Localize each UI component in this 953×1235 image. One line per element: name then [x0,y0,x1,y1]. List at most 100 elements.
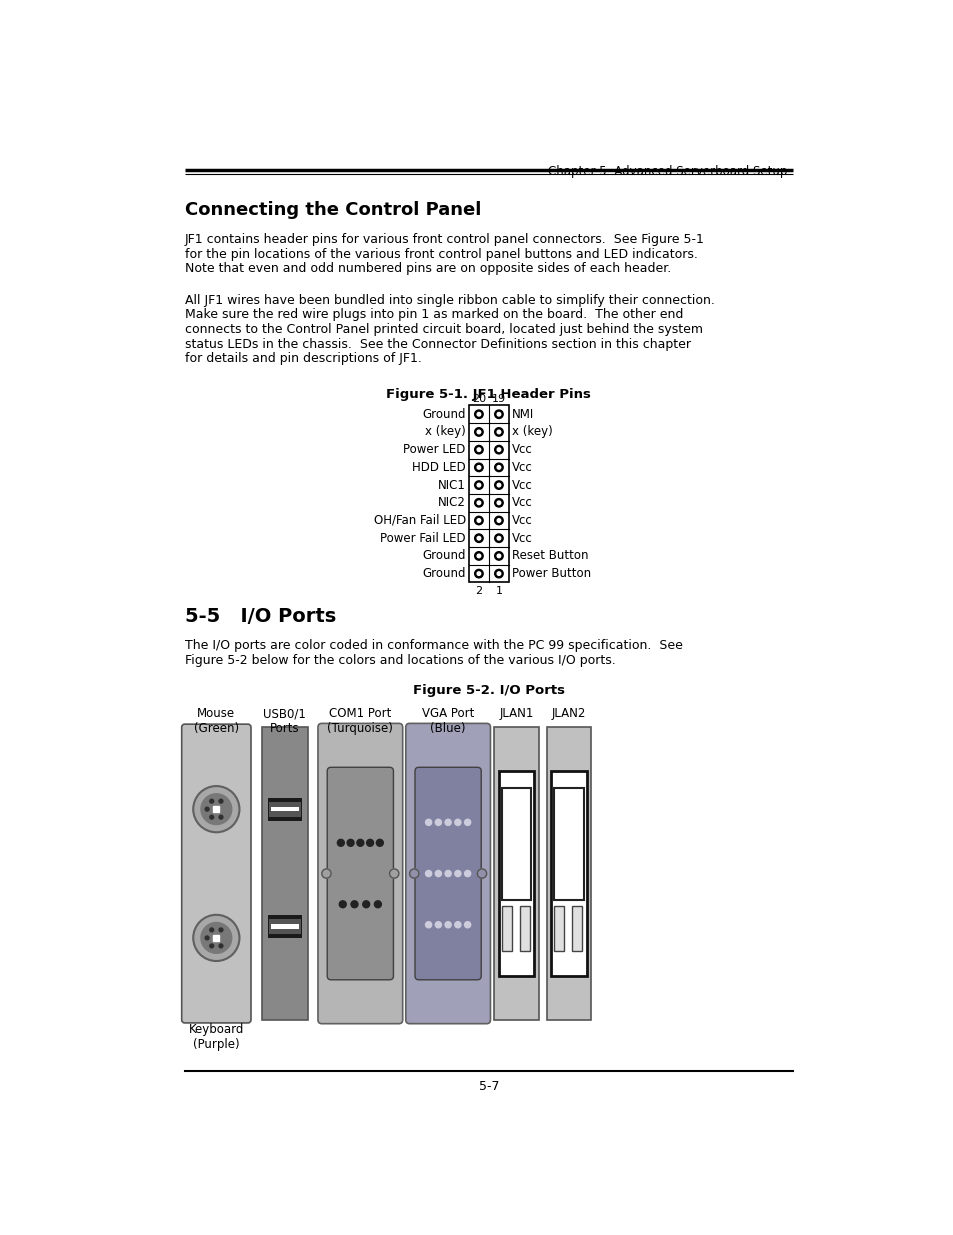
Bar [267,798,302,821]
Text: 1: 1 [495,585,502,595]
Circle shape [435,871,441,877]
Circle shape [347,840,354,846]
Circle shape [476,555,480,558]
Text: JF1 contains header pins for various front control panel connectors.  See Figure: JF1 contains header pins for various fro… [185,233,704,246]
Text: for the pin locations of the various front control panel buttons and LED indicat: for the pin locations of the various fro… [185,247,697,261]
Bar [554,788,583,900]
Circle shape [495,446,502,454]
Text: 5-5   I/O Ports: 5-5 I/O Ports [185,608,335,626]
Circle shape [495,516,502,525]
Text: Vcc: Vcc [512,496,532,509]
Circle shape [339,900,346,908]
Text: JLAN1: JLAN1 [499,708,534,720]
Text: VGA Port
(Blue): VGA Port (Blue) [421,708,474,735]
Circle shape [366,840,374,846]
Text: Ground: Ground [422,408,465,421]
Bar [261,727,308,1020]
Circle shape [476,466,480,469]
Text: Vcc: Vcc [512,514,532,527]
Text: Ground: Ground [422,567,465,580]
Circle shape [475,534,482,542]
Text: Chapter 5: Advanced Serverboard Setup: Chapter 5: Advanced Serverboard Setup [548,165,787,178]
Text: Vcc: Vcc [512,479,532,492]
Text: HDD LED: HDD LED [412,461,465,474]
Circle shape [497,572,500,576]
Circle shape [497,555,500,558]
Circle shape [362,900,369,908]
FancyBboxPatch shape [181,724,251,1023]
Circle shape [356,840,363,846]
Circle shape [193,915,239,961]
Text: COM1 Port
(Turquoise): COM1 Port (Turquoise) [327,708,393,735]
Text: 20: 20 [472,394,485,404]
Text: Figure 5-2 below for the colors and locations of the various I/O ports.: Figure 5-2 below for the colors and loca… [185,655,615,667]
Bar [271,806,299,811]
Text: Mouse
(Green): Mouse (Green) [193,708,238,735]
Text: Power Fail LED: Power Fail LED [380,532,465,545]
FancyBboxPatch shape [317,724,402,1024]
Circle shape [475,410,482,419]
Circle shape [497,536,500,540]
Circle shape [210,944,213,947]
Text: Make sure the red wire plugs into pin 1 as marked on the board.  The other end: Make sure the red wire plugs into pin 1 … [185,309,682,321]
Circle shape [337,840,344,846]
Circle shape [455,819,460,825]
Bar [267,915,302,937]
Text: for details and pin descriptions of JF1.: for details and pin descriptions of JF1. [185,352,421,366]
Circle shape [351,900,357,908]
Circle shape [409,869,418,878]
Text: OH/Fan Fail LED: OH/Fan Fail LED [374,514,465,527]
Circle shape [464,871,470,877]
Circle shape [201,923,232,953]
Text: x (key): x (key) [425,425,465,438]
Text: status LEDs in the chassis.  See the Connector Definitions section in this chapt: status LEDs in the chassis. See the Conn… [185,337,690,351]
Circle shape [497,448,500,452]
Circle shape [476,869,486,878]
Bar [554,906,564,951]
Circle shape [476,572,480,576]
Text: Power Button: Power Button [512,567,591,580]
Circle shape [475,569,482,578]
Text: The I/O ports are color coded in conformance with the PC 99 specification.  See: The I/O ports are color coded in conform… [185,640,682,652]
Circle shape [475,516,482,525]
Circle shape [455,921,460,927]
Text: Figure 5-1. JF1 Header Pins: Figure 5-1. JF1 Header Pins [386,389,591,401]
Circle shape [476,501,480,505]
Text: USB0/1
Ports: USB0/1 Ports [263,708,306,735]
Circle shape [201,794,232,825]
Text: NIC1: NIC1 [437,479,465,492]
Circle shape [476,519,480,522]
Circle shape [495,410,502,419]
Text: connects to the Control Panel printed circuit board, located just behind the sys: connects to the Control Panel printed ci… [185,324,702,336]
Circle shape [374,900,381,908]
Circle shape [495,463,502,472]
Text: Vcc: Vcc [512,461,532,474]
Circle shape [475,480,482,489]
Text: Reset Button: Reset Button [512,550,588,562]
Circle shape [444,871,451,877]
Circle shape [497,501,500,505]
Circle shape [210,815,213,819]
Bar [551,771,586,976]
Bar [269,919,300,934]
Circle shape [495,534,502,542]
Text: NIC2: NIC2 [437,496,465,509]
Text: Vcc: Vcc [512,532,532,545]
Text: Figure 5-2. I/O Ports: Figure 5-2. I/O Ports [413,684,564,697]
Circle shape [219,927,223,932]
Bar [546,727,591,1020]
Circle shape [425,871,432,877]
Circle shape [219,944,223,947]
Text: Power LED: Power LED [403,443,465,456]
Circle shape [476,483,480,487]
Text: Vcc: Vcc [512,443,532,456]
Circle shape [205,936,209,940]
Circle shape [205,808,209,811]
Circle shape [497,430,500,433]
Circle shape [497,412,500,416]
Text: All JF1 wires have been bundled into single ribbon cable to simplify their conne: All JF1 wires have been bundled into sin… [185,294,714,306]
Circle shape [495,480,502,489]
Text: Note that even and odd numbered pins are on opposite sides of each header.: Note that even and odd numbered pins are… [185,262,670,275]
Text: Ground: Ground [422,550,465,562]
Text: 19: 19 [492,394,505,404]
